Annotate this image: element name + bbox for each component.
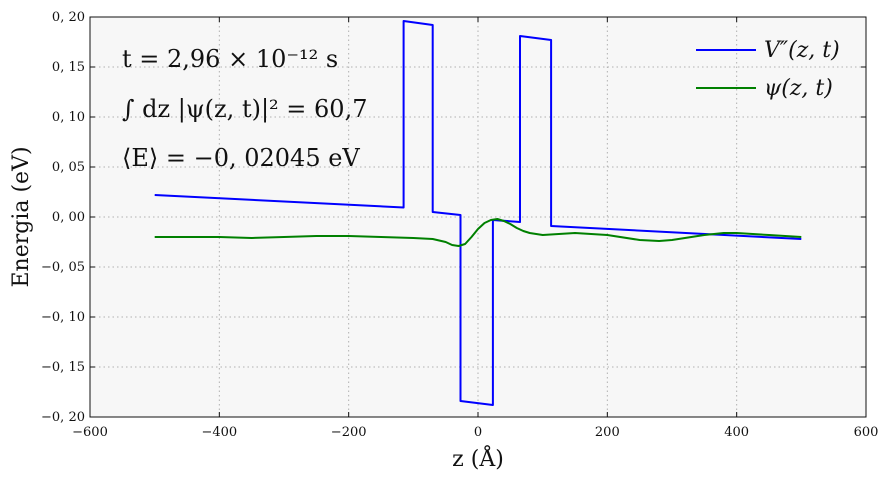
y-tick-label: 0, 15: [52, 60, 85, 75]
y-tick-label: 0, 10: [52, 110, 85, 125]
legend: V″(z, t) ψ(z, t): [696, 38, 840, 101]
y-tick-label: 0, 00: [52, 210, 85, 225]
x-axis-label: z (Å): [452, 444, 504, 472]
y-axis-label: Energia (eV): [9, 146, 34, 287]
annotation-time: t = 2,96 × 10⁻¹² s: [122, 45, 338, 73]
legend-label-wavefunction: ψ(z, t): [764, 76, 833, 101]
series-line-wavefunction: [154, 218, 802, 247]
legend-label-potential: V″(z, t): [764, 38, 840, 63]
y-tick-label: −0, 15: [41, 360, 85, 375]
series-group: [154, 20, 802, 406]
annotation-energy: ⟨E⟩ = −0, 02045 eV: [122, 144, 360, 172]
x-tick-label: −400: [201, 425, 237, 440]
y-tick-label: −0, 10: [41, 310, 85, 325]
x-tick-label: 400: [724, 425, 749, 440]
x-tick-label: 200: [595, 425, 620, 440]
series-line-potential: [154, 20, 802, 406]
y-tick-label: 0, 05: [52, 160, 85, 175]
y-tick-label: −0, 20: [41, 410, 85, 425]
ticks: −600 −400 −200 0 200 400 600 −0, 20 −0, 15 −0, 10…: [41, 10, 878, 440]
x-tick-label: −200: [331, 425, 367, 440]
x-tick-label: 600: [854, 425, 879, 440]
annotation-norm: ∫ dz |ψ(z, t)|² = 60,7: [122, 95, 367, 124]
gridlines: [90, 17, 866, 417]
x-tick-label: −600: [72, 425, 108, 440]
y-tick-label: 0, 20: [52, 10, 85, 25]
y-tick-label: −0, 05: [41, 260, 85, 275]
x-tick-label: 0: [474, 425, 482, 440]
